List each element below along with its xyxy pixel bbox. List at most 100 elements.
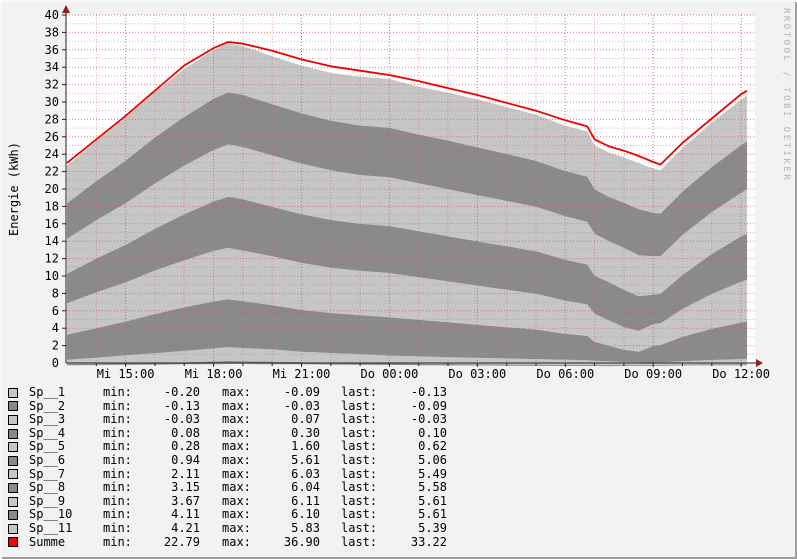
legend-last-label: last: — [341, 452, 378, 467]
legend-last-value: 33.22 — [410, 534, 447, 549]
legend-max-value: 6.04 — [291, 480, 320, 495]
area-Sp__5 — [67, 347, 747, 366]
legend-last-value: -0.03 — [410, 412, 447, 427]
y-tick-label: 16 — [45, 217, 59, 231]
legend-max-label: max: — [222, 534, 251, 549]
legend-min-label: min: — [103, 520, 132, 535]
legend-min-label: min: — [103, 493, 132, 508]
legend-max-value: -0.09 — [283, 385, 320, 399]
legend-max-value: 36.90 — [283, 534, 320, 549]
legend-min-label: min: — [103, 534, 132, 549]
legend-min-value: -0.13 — [163, 398, 200, 413]
legend-min-value: 0.94 — [171, 452, 200, 467]
y-tick-label: 26 — [45, 130, 59, 144]
y-tick-label: 40 — [45, 8, 59, 22]
legend: Sp__1 min: -0.20 max: -0.09 last: -0.13 Sp__2 mi… — [8, 385, 447, 550]
legend-row: Sp__6 min: 0.94 max: 5.61 last: 5.06 — [8, 452, 447, 468]
legend-max-label: max: — [222, 507, 251, 522]
area-Sp__8 — [67, 196, 747, 331]
legend-min-value: 0.08 — [171, 425, 200, 440]
y-tick-label: 32 — [45, 78, 59, 92]
legend-min-label: min: — [103, 439, 132, 454]
x-tick-label: Do 06:00 — [536, 367, 594, 381]
legend-max-value: 0.30 — [291, 425, 320, 440]
legend-max-label: max: — [222, 439, 251, 454]
legend-min-value: 4.11 — [171, 507, 200, 522]
legend-last-value: 5.39 — [418, 520, 447, 535]
legend-max-value: 0.07 — [291, 412, 320, 427]
y-tick-label: 6 — [52, 304, 59, 318]
area-Sp__6 — [67, 299, 747, 363]
legend-min-value: -0.03 — [163, 412, 200, 427]
y-tick-label: 10 — [45, 269, 59, 283]
legend-min-label: min: — [103, 412, 132, 427]
legend-last-label: last: — [341, 439, 378, 454]
legend-max-label: max: — [222, 425, 251, 440]
y-axis-arrow-icon — [62, 5, 70, 13]
legend-last-value: 5.06 — [418, 452, 447, 467]
legend-min-value: 3.15 — [171, 480, 200, 495]
legend-series-name: Sp__2 — [29, 398, 66, 413]
area-Sp__7 — [67, 247, 747, 352]
legend-last-label: last: — [341, 466, 378, 481]
y-tick-label: 22 — [45, 165, 59, 179]
legend-series-name: Sp__11 — [29, 520, 73, 535]
x-tick-label: Do 12:00 — [712, 367, 770, 381]
x-tick-label: Do 09:00 — [624, 367, 682, 381]
legend-swatch-icon — [8, 387, 18, 398]
legend-min-value: 2.11 — [171, 466, 200, 481]
legend-row: Sp__1 min: -0.20 max: -0.09 last: -0.13 — [8, 385, 447, 400]
legend-max-label: max: — [222, 385, 251, 399]
legend-row: Summe min: 22.79 max: 36.90 last: 33.22 — [8, 534, 447, 550]
chart-canvas: 0246810121416182022242628303234363840Mi … — [45, 5, 770, 381]
legend-max-label: max: — [222, 412, 251, 427]
legend-min-label: min: — [103, 385, 132, 399]
x-tick-label: Mi 21:00 — [273, 367, 331, 381]
legend-swatch-icon — [8, 401, 18, 412]
legend-series-name: Sp__9 — [29, 493, 66, 508]
legend-last-value: 0.62 — [418, 439, 447, 454]
x-tick-label: Do 03:00 — [448, 367, 506, 381]
legend-series-name: Sp__4 — [29, 425, 66, 440]
legend-min-value: 22.79 — [163, 534, 200, 549]
legend-min-value: 0.28 — [171, 439, 200, 454]
legend-row: Sp__8 min: 3.15 max: 6.04 last: 5.58 — [8, 481, 447, 495]
y-tick-label: 4 — [52, 321, 59, 335]
x-tick-label: Do 00:00 — [361, 367, 419, 381]
legend-row: Sp__9 min: 3.67 max: 6.11 last: 5.61 — [8, 493, 447, 509]
legend-series-name: Sp__1 — [29, 385, 66, 399]
legend-swatch-icon — [8, 455, 18, 466]
legend-last-value: 0.10 — [418, 425, 447, 440]
y-tick-label: 30 — [45, 95, 59, 109]
legend-min-label: min: — [103, 398, 132, 413]
legend-last-label: last: — [341, 412, 378, 427]
legend-min-label: min: — [103, 480, 132, 495]
legend-swatch-icon — [8, 414, 18, 425]
legend-max-label: max: — [222, 466, 251, 481]
legend-max-value: 1.60 — [291, 439, 320, 454]
legend-min-value: 4.21 — [171, 520, 200, 535]
legend-swatch-icon — [8, 428, 18, 439]
legend-last-value: 5.49 — [418, 466, 447, 481]
y-tick-label: 28 — [45, 112, 59, 126]
legend-series-name: Sp__8 — [29, 480, 66, 495]
legend-max-value: 6.03 — [291, 466, 320, 481]
legend-last-value: 5.61 — [418, 507, 447, 522]
legend-series-name: Sp__7 — [29, 466, 66, 481]
legend-series-name: Sp__3 — [29, 412, 66, 427]
legend-max-label: max: — [222, 493, 251, 508]
legend-series-name: Sp__10 — [29, 507, 73, 522]
legend-last-label: last: — [341, 398, 378, 413]
legend-row: Sp__3 min: -0.03 max: 0.07 last: -0.03 — [8, 413, 447, 427]
y-tick-label: 2 — [52, 339, 59, 353]
legend-swatch-icon — [8, 510, 18, 521]
legend-series-name: Summe — [29, 534, 66, 549]
legend-swatch-icon — [8, 442, 18, 453]
legend-swatch-icon — [8, 537, 18, 548]
legend-row: Sp__10 min: 4.11 max: 6.10 last: 5.61 — [8, 508, 447, 522]
legend-max-value: 5.83 — [291, 520, 320, 535]
legend-last-label: last: — [341, 534, 378, 549]
y-tick-label: 38 — [45, 25, 59, 39]
legend-row: Sp__11 min: 4.21 max: 5.83 last: 5.39 — [8, 520, 447, 536]
legend-last-label: last: — [341, 493, 378, 508]
